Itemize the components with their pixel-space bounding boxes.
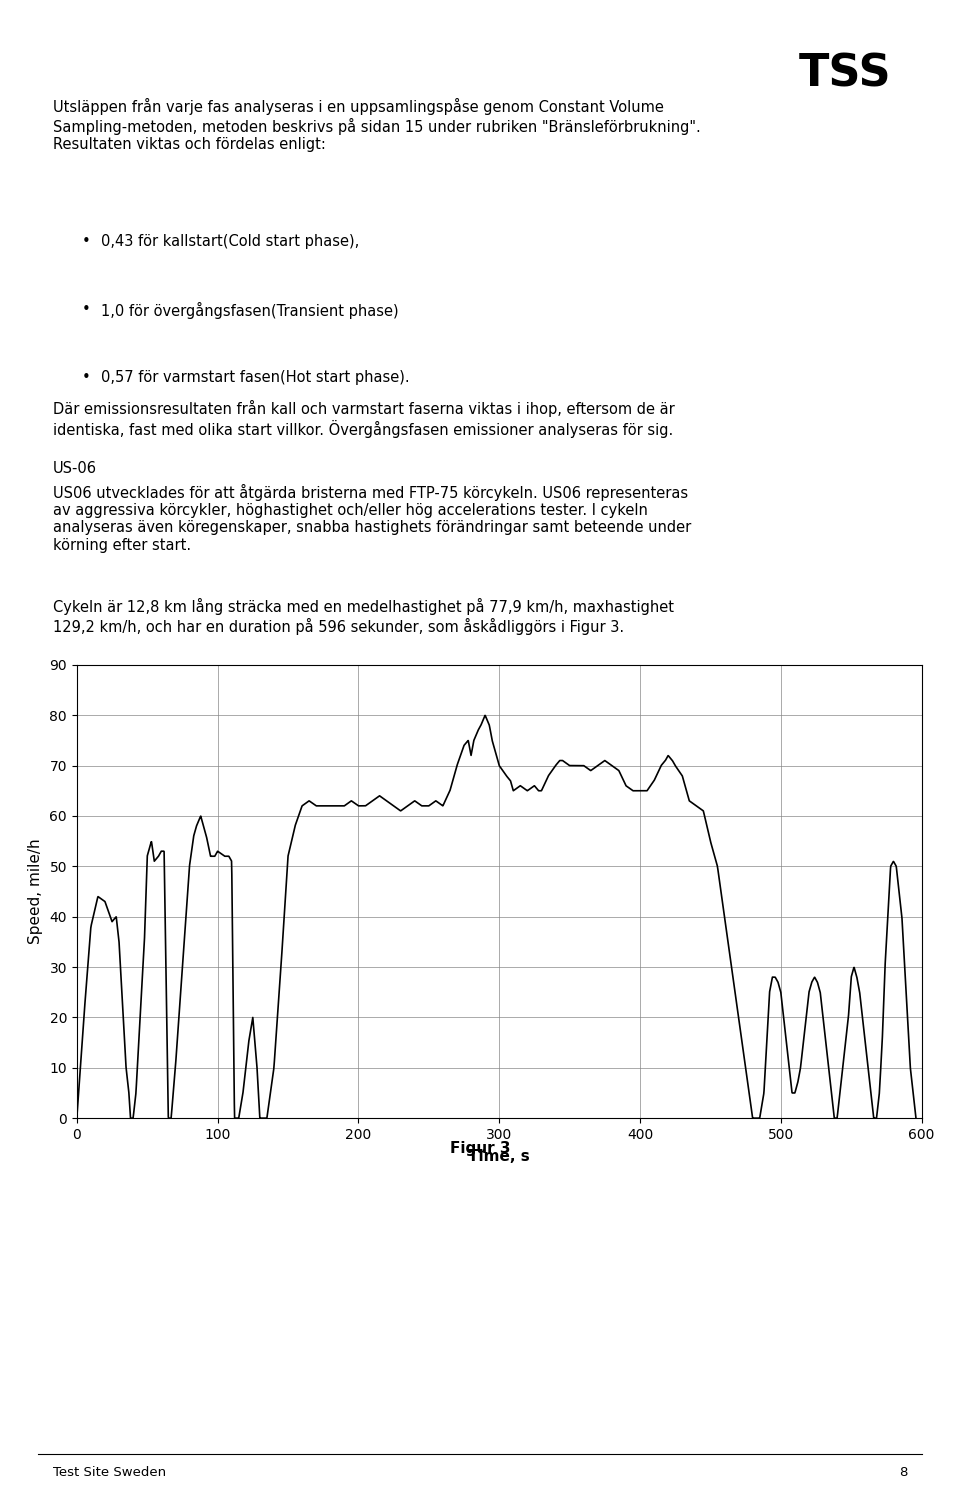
Text: •: • [82,370,90,385]
Text: US-06: US-06 [53,461,97,476]
Text: 8: 8 [899,1466,907,1479]
Text: 0,43 för kallstart(Cold start phase),: 0,43 för kallstart(Cold start phase), [101,234,359,249]
Text: TSS: TSS [799,53,891,95]
Text: Cykeln är 12,8 km lång sträcka med en medelhastighet på 77,9 km/h, maxhastighet
: Cykeln är 12,8 km lång sträcka med en me… [53,598,674,635]
Text: 1,0 för övergångsfasen(Transient phase): 1,0 för övergångsfasen(Transient phase) [101,302,398,319]
Text: 0,57 för varmstart fasen(Hot start phase).: 0,57 för varmstart fasen(Hot start phase… [101,370,409,385]
Text: Figur 3: Figur 3 [449,1141,511,1156]
Text: Test Site Sweden: Test Site Sweden [53,1466,166,1479]
X-axis label: Time, s: Time, s [468,1148,530,1163]
Y-axis label: Speed, mile/h: Speed, mile/h [28,839,42,944]
Text: Utsläppen från varje fas analyseras i en uppsamlingspåse genom Constant Volume
S: Utsläppen från varje fas analyseras i en… [53,98,701,153]
Text: US06 utvecklades för att åtgärda bristerna med FTP-75 körcykeln. US06 represente: US06 utvecklades för att åtgärda brister… [53,484,691,553]
Text: •: • [82,234,90,249]
Text: Där emissionsresultaten från kall och varmstart faserna viktas i ihop, eftersom : Där emissionsresultaten från kall och va… [53,400,675,438]
Text: •: • [82,302,90,317]
